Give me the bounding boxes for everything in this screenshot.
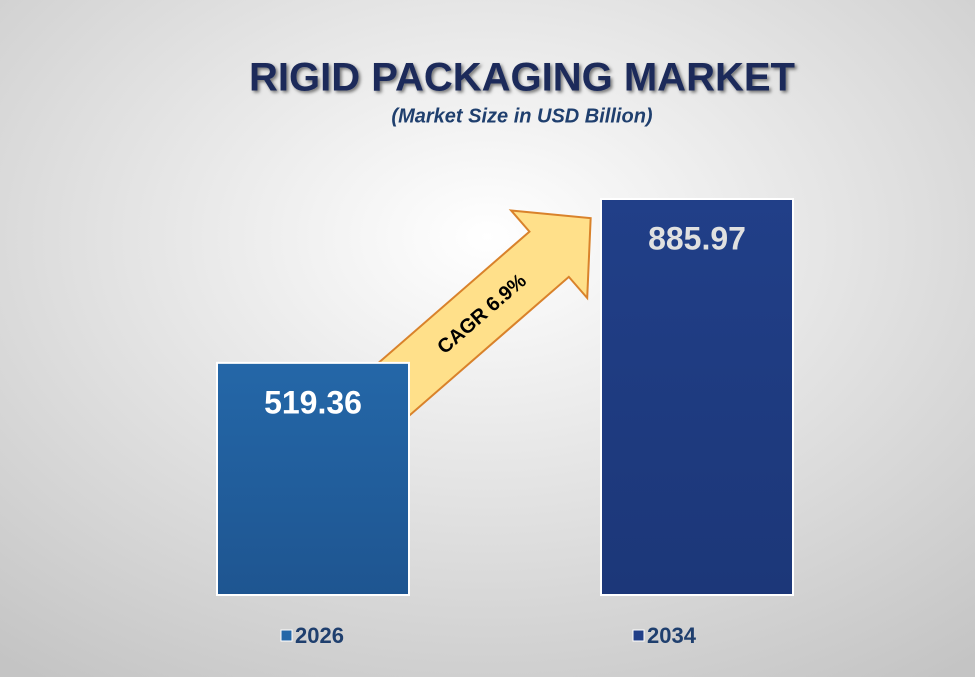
bar: [600, 198, 794, 596]
value-label: 885.97: [648, 220, 746, 256]
legend-swatch: [280, 629, 293, 642]
value-label: 519.36: [264, 384, 362, 420]
arrow-shape: [362, 209, 592, 423]
bar: [216, 361, 410, 597]
chart-subtitle: (Market Size in USD Billion): [391, 105, 652, 127]
legend-swatch: [632, 629, 645, 642]
legend-label: 2026: [295, 623, 344, 648]
legend-label: 2034: [647, 623, 697, 648]
chart-title: RIGID PACKAGING MARKET: [249, 56, 795, 100]
